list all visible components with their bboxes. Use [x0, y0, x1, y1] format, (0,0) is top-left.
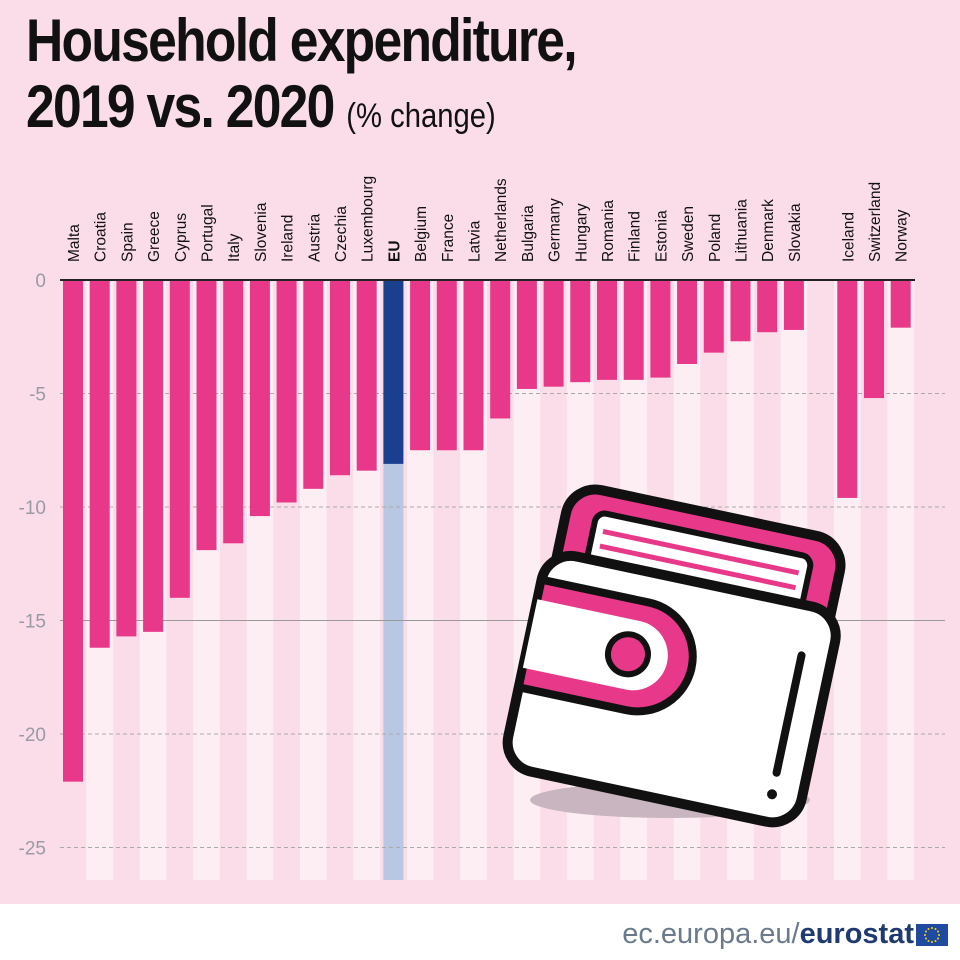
- x-tick-label: Slovenia: [253, 202, 270, 262]
- x-tick-label: Ireland: [280, 215, 297, 262]
- column-stripe: [887, 280, 915, 880]
- bar-bulgaria: [516, 280, 537, 389]
- x-tick-label: Bulgaria: [520, 205, 537, 262]
- x-tick-label: Malta: [66, 224, 83, 262]
- x-tick-label: Estonia: [653, 210, 670, 262]
- x-tick-label: Latvia: [467, 220, 484, 262]
- bar-portugal: [196, 280, 217, 551]
- y-tick-label: -20: [19, 725, 46, 746]
- x-tick-label: Portugal: [200, 204, 217, 262]
- y-tick-label: -5: [29, 385, 46, 406]
- bar-cyprus: [169, 280, 190, 598]
- bar-germany: [543, 280, 564, 387]
- bar-italy: [223, 280, 244, 544]
- x-tick-label: Switzerland: [867, 182, 884, 262]
- x-tick-label: Denmark: [760, 199, 777, 262]
- x-tick-label: Slovakia: [787, 203, 804, 262]
- y-tick-label: 0: [35, 271, 46, 292]
- bar-norway: [890, 280, 911, 328]
- x-tick-label: Hungary: [573, 203, 590, 262]
- bar-chart: 0 -5 -10 -15 -20 -25 Malta Croatia Spain Greece Cy…: [19, 176, 945, 880]
- footer-brand: eurostat: [799, 918, 914, 950]
- bar-ireland: [276, 280, 297, 503]
- x-tick-label: Romania: [600, 200, 617, 262]
- footer-site: ec.europa.eu/: [622, 918, 800, 950]
- x-tick-label: France: [440, 214, 457, 262]
- bar-slovenia: [249, 280, 270, 517]
- bar-denmark: [757, 280, 778, 333]
- bar-belgium: [410, 280, 431, 451]
- x-tick-label: Norway: [894, 209, 911, 262]
- y-tick-label: -15: [19, 612, 46, 633]
- x-tick-label: Finland: [627, 211, 644, 262]
- bar-france: [436, 280, 457, 451]
- x-tick-label: Cyprus: [173, 213, 190, 262]
- x-tick-label: Spain: [119, 222, 136, 262]
- x-tick-label: Netherlands: [493, 178, 510, 262]
- y-tick-label: -25: [19, 839, 46, 860]
- x-tick-label: Belgium: [413, 206, 430, 262]
- x-tick-label: Croatia: [93, 212, 110, 262]
- bar-iceland: [837, 280, 858, 498]
- bar-eu: [383, 280, 404, 464]
- bar-romania: [597, 280, 617, 380]
- x-tick-label: Poland: [707, 214, 724, 262]
- footer: ec.europa.eu/eurostat: [0, 904, 960, 960]
- title-unit: (% change): [346, 97, 496, 135]
- bar-malta: [63, 280, 83, 782]
- bar-slovakia: [783, 280, 804, 330]
- bar-hungary: [570, 280, 591, 383]
- x-tick-label: Italy: [226, 233, 243, 262]
- bar-czechia: [330, 280, 350, 476]
- x-tick-label: Iceland: [840, 212, 857, 262]
- x-tick-label: Greece: [146, 211, 163, 262]
- chart-title: Household expenditure, 2019 vs. 2020 (% …: [26, 7, 578, 149]
- footer-link[interactable]: ec.europa.eu/eurostat: [622, 918, 914, 951]
- bar-finland: [623, 280, 644, 380]
- bar-lithuania: [730, 280, 751, 342]
- title-years: 2019 vs. 2020: [26, 73, 335, 140]
- bar-poland: [703, 280, 724, 353]
- bar-greece: [143, 280, 164, 632]
- bar-luxembourg: [356, 280, 377, 471]
- x-tick-label: Czechia: [333, 206, 350, 262]
- bar-estonia: [650, 280, 671, 378]
- x-tick-label: EU: [386, 240, 403, 262]
- x-tick-label: Luxembourg: [360, 176, 377, 262]
- bar-sweden: [677, 280, 698, 364]
- y-tick-label: -10: [19, 498, 46, 519]
- x-tick-label: Lithuania: [734, 199, 751, 262]
- x-tick-label: Sweden: [680, 206, 697, 262]
- bar-austria: [303, 280, 324, 489]
- title-line-2: 2019 vs. 2020 (% change): [26, 74, 576, 149]
- wallet-icon: [502, 484, 846, 828]
- eu-flag-icon: [916, 924, 948, 946]
- bar-switzerland: [864, 280, 884, 399]
- bar-croatia: [89, 280, 110, 648]
- bar-spain: [116, 280, 137, 637]
- bar-latvia: [463, 280, 484, 451]
- bar-netherlands: [490, 280, 511, 419]
- x-tick-label: Austria: [306, 213, 323, 262]
- x-tick-label: Germany: [547, 198, 564, 262]
- title-line-1: Household expenditure,: [26, 7, 578, 74]
